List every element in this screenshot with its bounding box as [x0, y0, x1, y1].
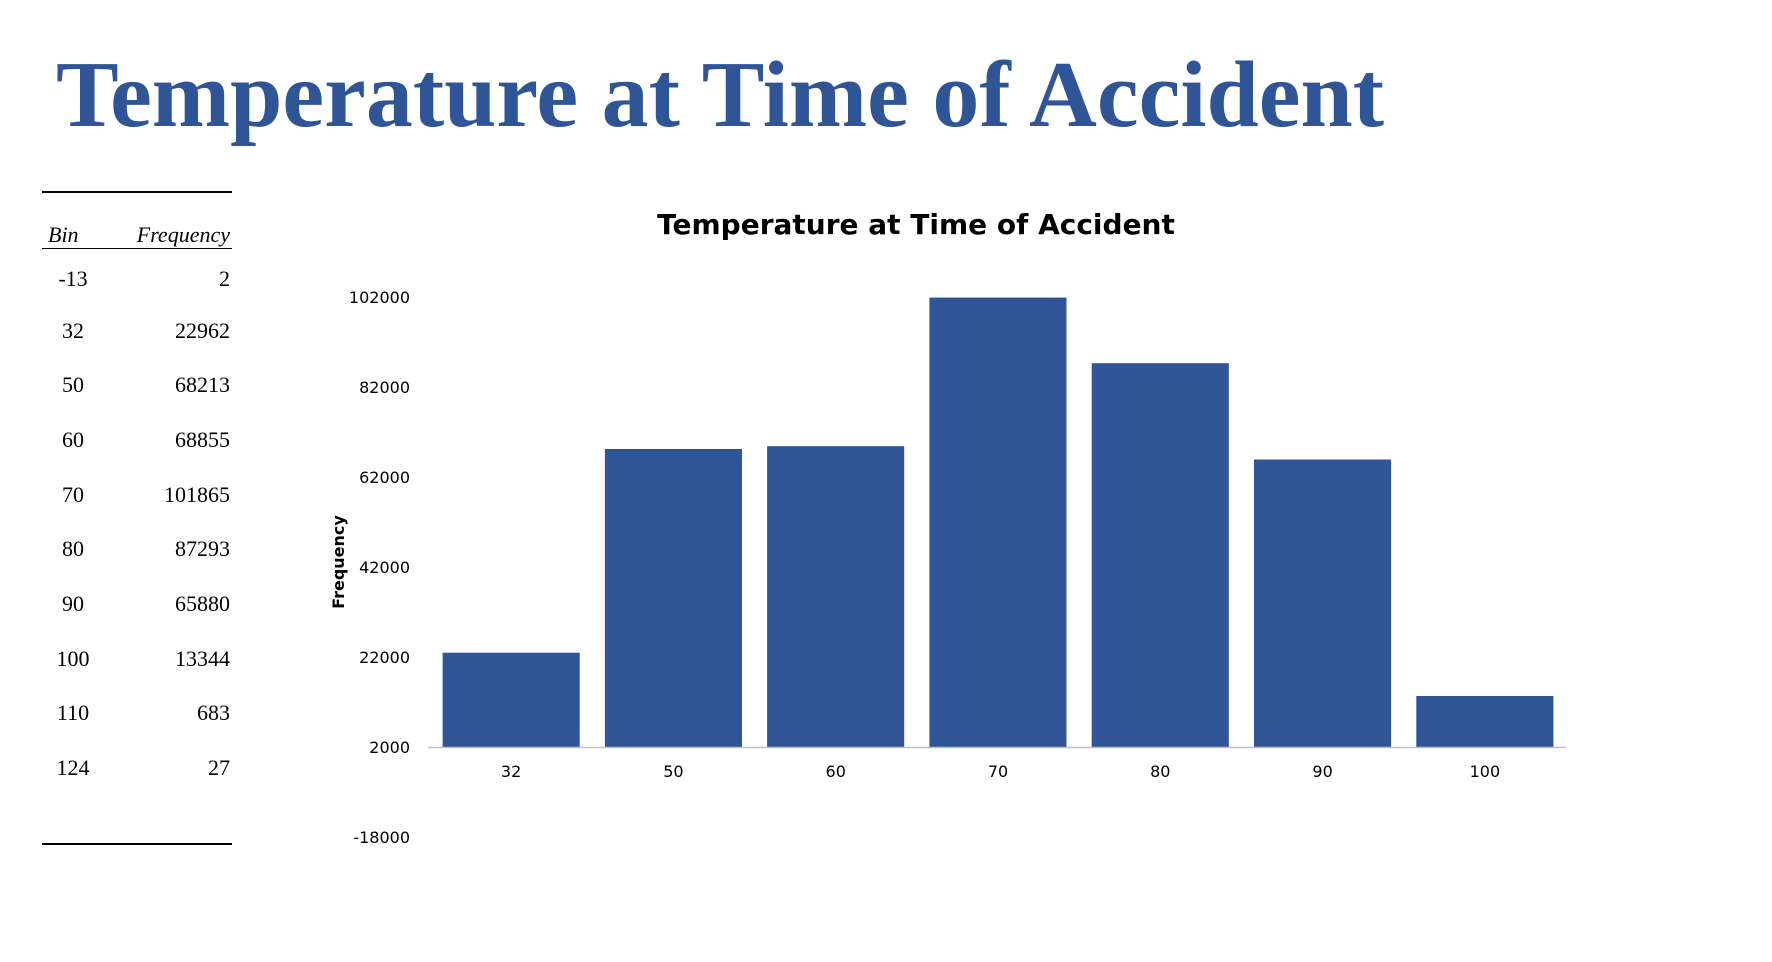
y-tick-label: 2000 — [369, 738, 410, 757]
bin-cell: 124 — [56, 755, 90, 781]
y-tick-label: 102000 — [349, 288, 410, 307]
table-row: 90 65880 — [42, 577, 232, 632]
table-row: 70 101865 — [42, 467, 232, 522]
y-tick-label: 82000 — [359, 378, 410, 397]
x-tick-label: 50 — [663, 762, 683, 781]
bin-cell: 70 — [62, 481, 84, 507]
bar — [1416, 696, 1554, 747]
bar — [767, 446, 905, 747]
table-row: 32 22962 — [42, 303, 232, 358]
frequency-cell: 68213 — [175, 372, 230, 398]
x-tick-label: 32 — [501, 762, 521, 781]
table-row: 100 13344 — [42, 631, 232, 686]
bar — [604, 449, 742, 747]
table-row: -13 2 — [42, 249, 232, 304]
frequency-cell: 65880 — [175, 590, 230, 616]
bar — [442, 652, 580, 747]
bin-cell: 100 — [56, 645, 90, 671]
x-tick-label: 80 — [1150, 762, 1170, 781]
table-row: 60 68855 — [42, 413, 232, 468]
bar — [929, 297, 1067, 747]
bin-cell: 32 — [62, 317, 84, 343]
bin-cell: -13 — [58, 266, 88, 292]
x-tick-label: 100 — [1470, 762, 1501, 781]
table-header-row: Bin Frequency — [42, 192, 232, 249]
y-tick-label: 22000 — [359, 648, 410, 667]
frequency-cell: 22962 — [175, 317, 230, 343]
x-axis-ticks: 32 50 60 70 80 90 100 — [501, 762, 1500, 781]
frequency-cell: 101865 — [164, 481, 230, 507]
bin-cell: 50 — [62, 372, 84, 398]
y-tick-label: 42000 — [359, 558, 410, 577]
table-row: 80 87293 — [42, 522, 232, 577]
bin-cell: 80 — [62, 536, 84, 562]
y-tick-label: 62000 — [359, 468, 410, 487]
frequency-column-header: Frequency — [100, 192, 232, 249]
x-tick-label: 70 — [988, 762, 1008, 781]
y-axis-ticks: -18000 2000 22000 42000 62000 82000 102000 — [349, 288, 410, 847]
bin-cell: 60 — [62, 426, 84, 452]
frequency-cell: 2 — [219, 266, 230, 292]
table-footer-rule — [42, 795, 232, 846]
frequency-table: Bin Frequency -13 2 32 22962 50 68213 60… — [42, 191, 232, 846]
slide-title: Temperature at Time of Accident — [56, 43, 1385, 147]
table-row: 50 68213 — [42, 358, 232, 413]
chart-title: Temperature at Time of Accident — [657, 208, 1175, 241]
frequency-cell: 87293 — [175, 536, 230, 562]
frequency-cell: 683 — [197, 700, 230, 726]
x-tick-label: 90 — [1312, 762, 1332, 781]
y-tick-label: -18000 — [353, 828, 410, 847]
table-row: 124 27 — [42, 741, 232, 796]
bar — [1091, 363, 1229, 747]
y-axis-title: Frequency — [329, 515, 348, 609]
bin-column-header: Bin — [42, 192, 100, 249]
table-row: 110 683 — [42, 686, 232, 741]
frequency-cell: 27 — [208, 755, 230, 781]
bar-series — [442, 297, 1554, 747]
bin-cell: 110 — [56, 700, 90, 726]
x-tick-label: 60 — [826, 762, 846, 781]
frequency-cell: 13344 — [175, 645, 230, 671]
frequency-cell: 68855 — [175, 426, 230, 452]
bar — [1254, 459, 1392, 747]
bin-cell: 90 — [62, 590, 84, 616]
